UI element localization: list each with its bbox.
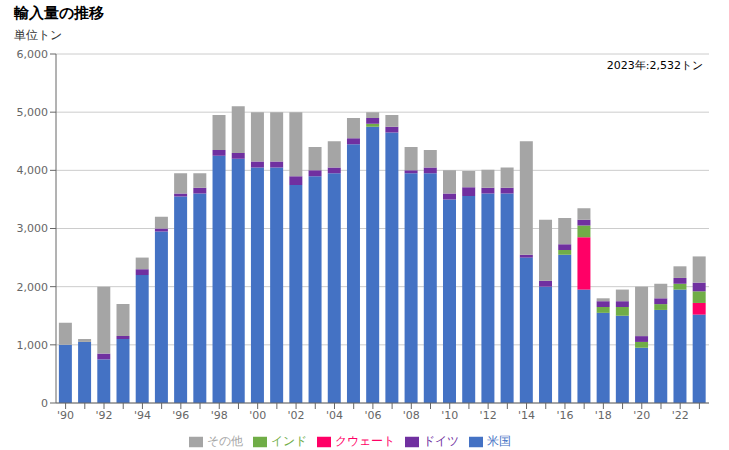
svg-text:4,000: 4,000 xyxy=(17,164,49,177)
svg-text:'04: '04 xyxy=(326,409,343,422)
svg-text:'00: '00 xyxy=(249,409,266,422)
html-text:クウェート: クウェート xyxy=(334,434,395,448)
svg-text:'22: '22 xyxy=(672,409,689,422)
html-text:その他: その他 xyxy=(206,434,243,448)
html-text:インド: インド xyxy=(270,434,307,448)
svg-text:'10: '10 xyxy=(441,409,458,422)
svg-text:'14: '14 xyxy=(518,409,535,422)
html-text:米国: 米国 xyxy=(486,434,511,448)
svg-text:2,000: 2,000 xyxy=(17,281,49,294)
svg-text:'08: '08 xyxy=(403,409,420,422)
svg-text:3,000: 3,000 xyxy=(17,222,49,235)
svg-text:'02: '02 xyxy=(288,409,305,422)
svg-text:'96: '96 xyxy=(172,409,189,422)
svg-text:5,000: 5,000 xyxy=(17,106,49,119)
svg-text:'90: '90 xyxy=(57,409,74,422)
html-text:2023年:2,532トン: 2023年:2,532トン xyxy=(606,59,703,72)
html-text:ドイツ: ドイツ xyxy=(422,434,459,448)
svg-text:'94: '94 xyxy=(134,409,151,422)
html-text:単位トン: 単位トン xyxy=(14,28,62,42)
svg-text:'20: '20 xyxy=(633,409,650,422)
svg-text:'92: '92 xyxy=(95,409,112,422)
svg-text:'12: '12 xyxy=(480,409,497,422)
svg-text:'06: '06 xyxy=(364,409,381,422)
html-text:輸入量の推移: 輸入量の推移 xyxy=(14,4,104,22)
svg-text:'18: '18 xyxy=(595,409,612,422)
svg-text:0: 0 xyxy=(41,397,48,410)
svg-text:6,000: 6,000 xyxy=(17,48,49,61)
svg-text:'16: '16 xyxy=(556,409,573,422)
svg-text:1,000: 1,000 xyxy=(17,339,49,352)
svg-text:'98: '98 xyxy=(211,409,228,422)
